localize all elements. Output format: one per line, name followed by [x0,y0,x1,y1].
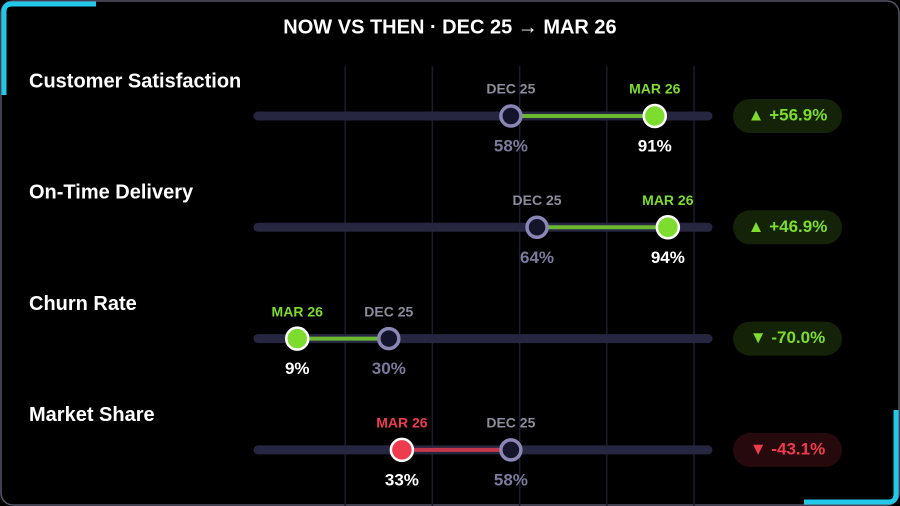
change-label: ▼ -70.0% [750,328,825,347]
now-name: MAR 26 [272,303,324,319]
then-name: DEC 25 [364,303,413,319]
now-name: MAR 26 [376,415,428,431]
now-marker [389,437,415,463]
row-label: On-Time Delivery [29,182,194,204]
change-pill [733,210,842,245]
then-marker [499,104,523,128]
then-name: DEC 25 [486,81,535,97]
then-value: 58% [494,470,528,489]
corner-accent [1,1,96,95]
then-value: 58% [494,136,528,155]
now-value: 33% [385,470,419,489]
now-marker [284,326,310,351]
now-marker [642,103,668,129]
now-name: MAR 26 [642,192,694,208]
row-label: Churn Rate [29,293,137,315]
now-value: 9% [285,359,310,378]
change-pill [733,321,842,356]
now-value: 94% [651,248,685,267]
row-label: Customer Satisfaction [29,70,241,92]
change-pill [733,432,842,467]
now-name: MAR 26 [629,81,681,97]
now-marker [655,215,681,240]
then-name: DEC 25 [513,192,562,208]
then-marker [499,438,523,462]
change-label: ▼ -43.1% [750,439,825,458]
then-marker [525,215,549,240]
chart-title: NOW VS THEN · DEC 25 → MAR 26 [283,16,616,38]
then-name: DEC 25 [486,415,535,431]
change-pill [733,99,842,133]
now-value: 91% [638,136,672,155]
corner-accent [804,410,899,505]
change-label: ▲ +46.9% [748,217,828,236]
row-label: Market Share [29,404,155,426]
then-value: 64% [520,248,554,267]
change-label: ▲ +56.9% [748,105,828,124]
then-marker [377,326,401,351]
then-value: 30% [372,359,406,378]
